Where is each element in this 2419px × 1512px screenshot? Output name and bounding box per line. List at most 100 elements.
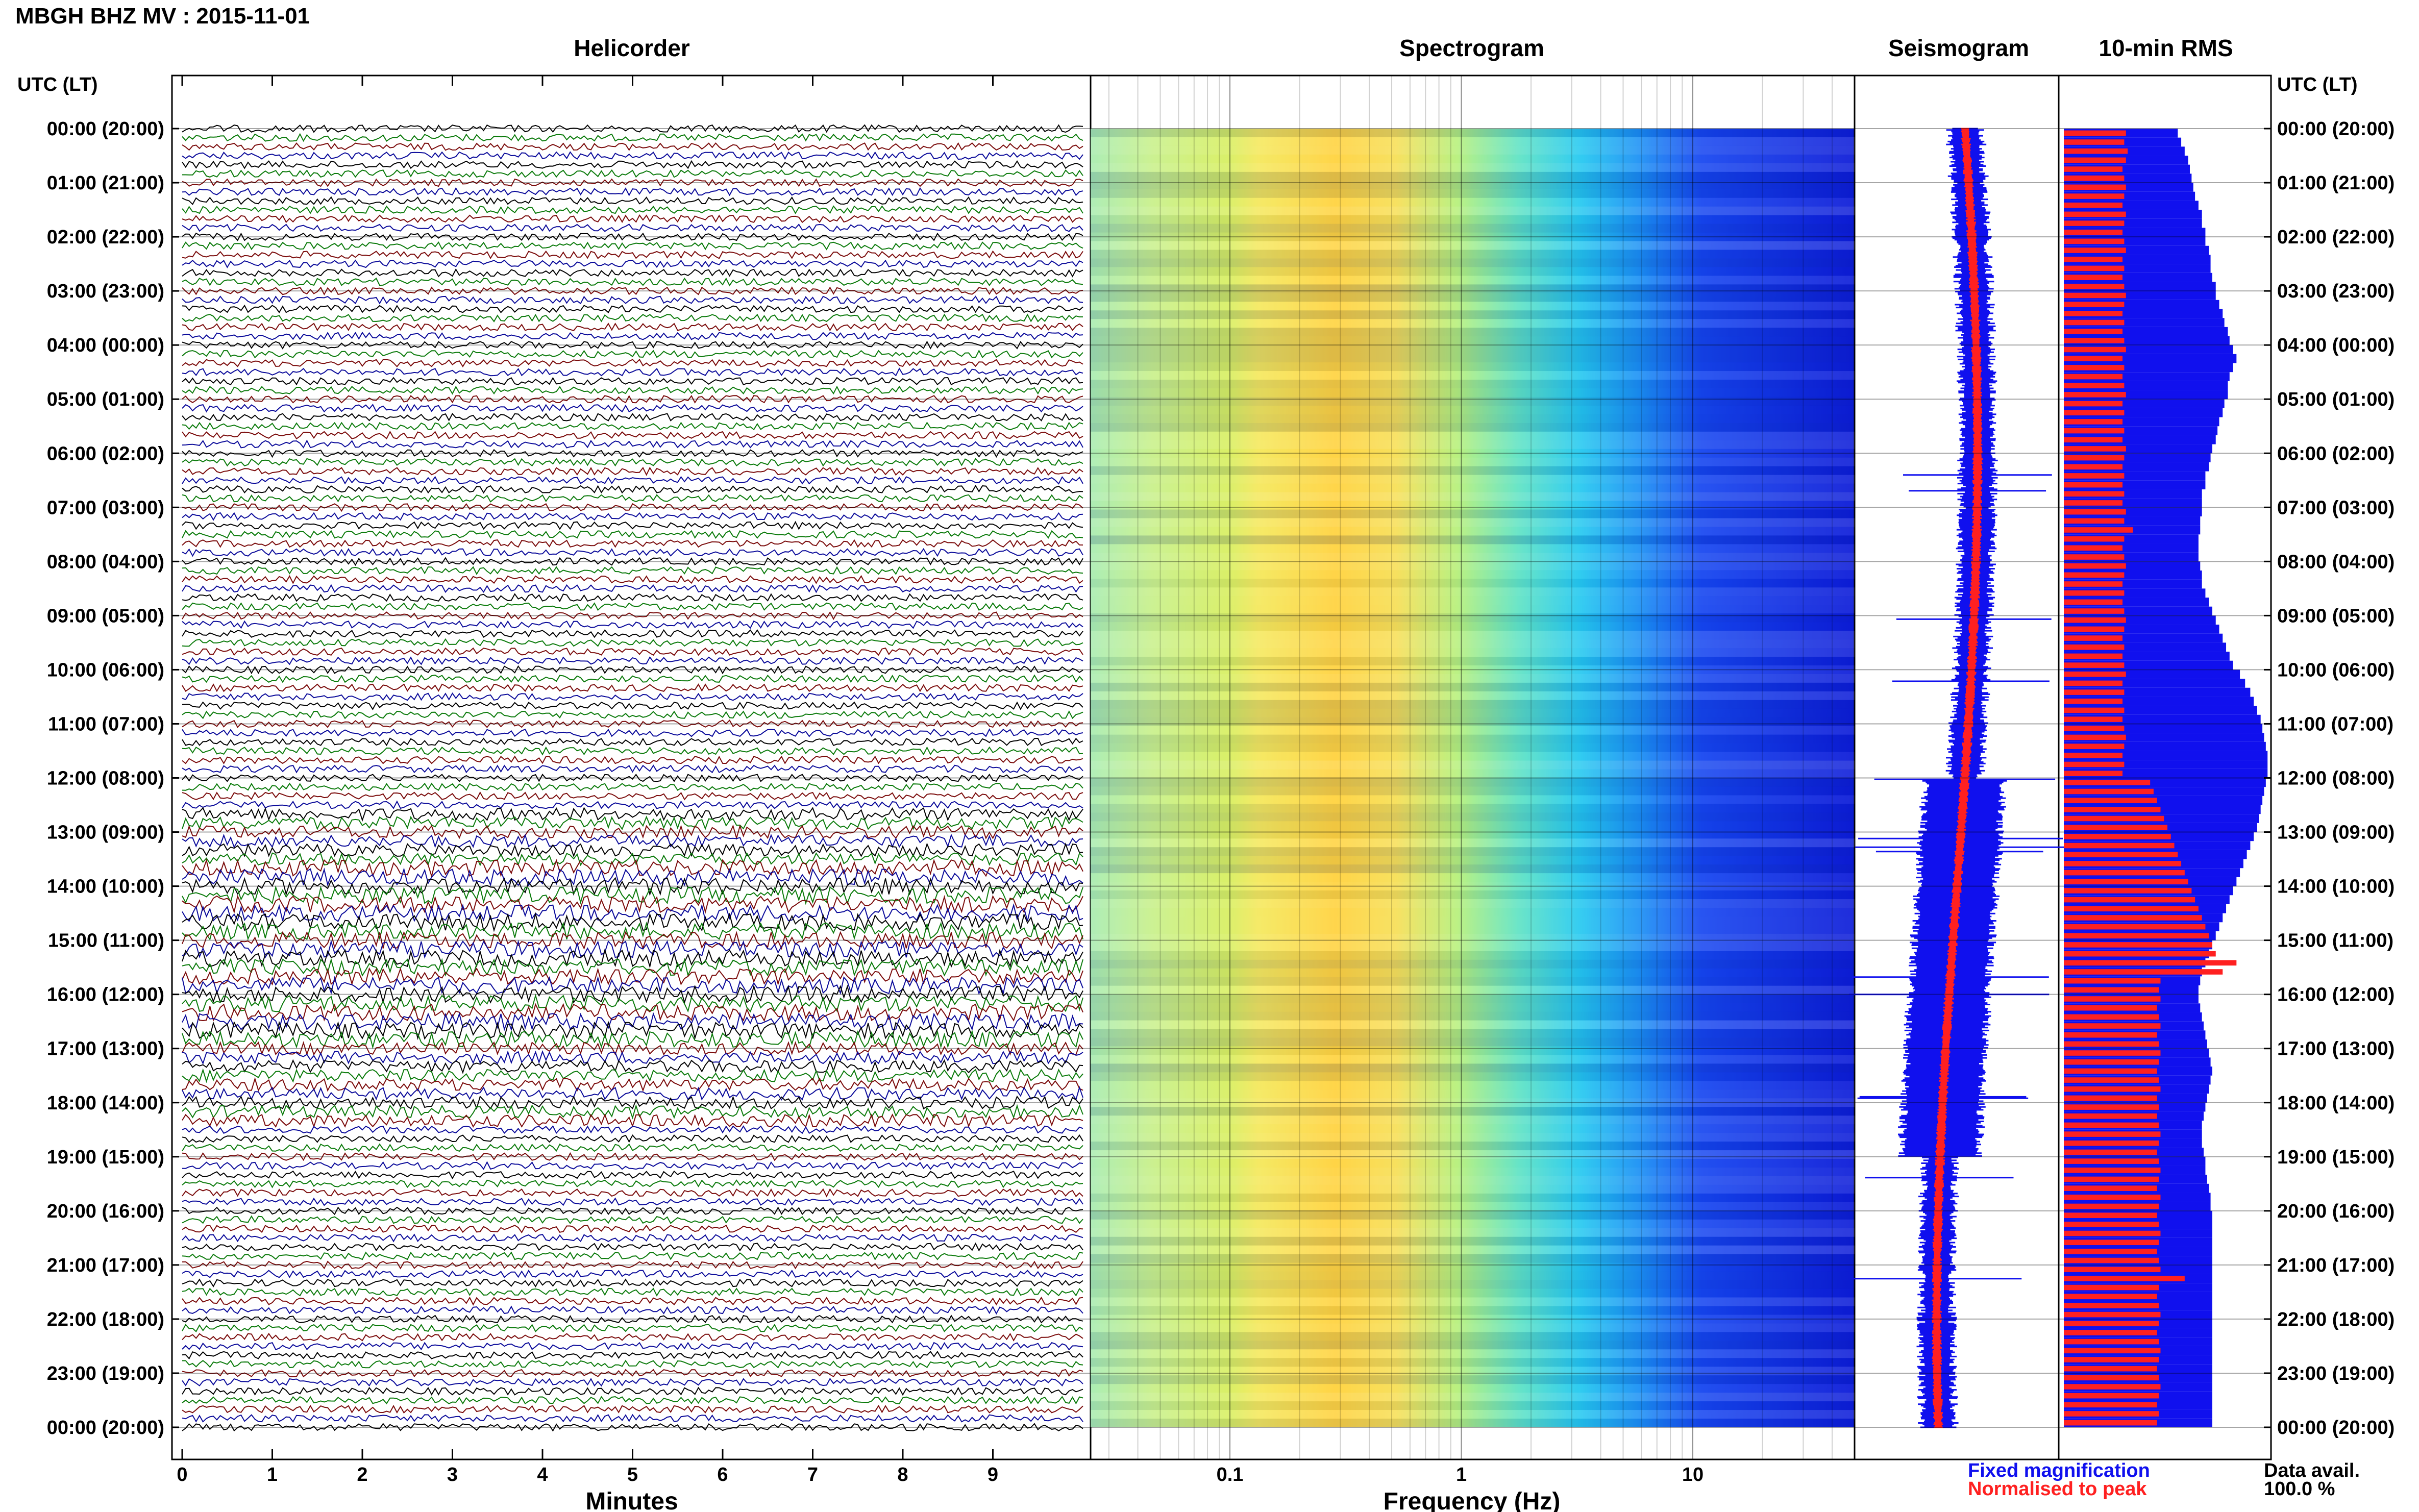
spectrogram-row bbox=[1091, 241, 1855, 250]
spectrogram-row bbox=[1091, 864, 1855, 874]
spectrogram-row bbox=[1091, 570, 1855, 579]
spectrogram-row bbox=[1091, 769, 1855, 778]
time-axis-label-left: UTC (LT) bbox=[17, 74, 98, 95]
spectrogram-row bbox=[1091, 631, 1855, 640]
rms-bar-normalised bbox=[2064, 1158, 2159, 1164]
rms-bar-normalised bbox=[2064, 1249, 2157, 1254]
spectrogram-row bbox=[1091, 596, 1855, 605]
helicorder-trace bbox=[182, 503, 1083, 512]
rms-bar-normalised bbox=[2064, 1104, 2159, 1110]
helicorder-trace bbox=[182, 485, 1083, 494]
spectrogram-row bbox=[1091, 994, 1855, 1003]
time-tick-left: 09:00 (05:00) bbox=[47, 605, 164, 627]
rms-bar-normalised bbox=[2064, 329, 2123, 334]
spectrogram-row bbox=[1091, 380, 1855, 388]
spectrogram-row bbox=[1091, 1116, 1855, 1125]
rms-bar-normalised bbox=[2064, 1267, 2161, 1273]
helicorder-trace bbox=[182, 494, 1083, 503]
rms-bar-normalised bbox=[2064, 698, 2123, 704]
helicorder-trace bbox=[182, 710, 1083, 720]
time-tick-left: 22:00 (18:00) bbox=[47, 1309, 164, 1330]
helicorder-trace bbox=[182, 921, 1083, 941]
rms-bar-normalised bbox=[2064, 1257, 2159, 1263]
rms-bar-normalised bbox=[2064, 725, 2125, 731]
spectrogram-row bbox=[1091, 1262, 1855, 1272]
rms-bars bbox=[2064, 129, 2268, 1427]
helicorder-trace bbox=[182, 178, 1083, 187]
spectrogram-row bbox=[1091, 197, 1855, 207]
time-tick-left: 20:00 (16:00) bbox=[47, 1201, 164, 1222]
helicorder-trace bbox=[182, 458, 1083, 467]
spectrogram-row bbox=[1091, 579, 1855, 588]
spectrogram-row bbox=[1091, 440, 1855, 449]
rms-bar-normalised bbox=[2064, 202, 2123, 208]
helicorder-trace bbox=[182, 1050, 1083, 1065]
rms-bar-normalised bbox=[2064, 473, 2125, 479]
rms-bar-normalised bbox=[2064, 1140, 2159, 1146]
spectrogram-row bbox=[1091, 189, 1855, 198]
rms-bar-normalised bbox=[2064, 229, 2123, 235]
helicorder-trace bbox=[182, 1305, 1083, 1315]
rms-bar-normalised bbox=[2064, 292, 2126, 299]
spectrogram-row bbox=[1091, 284, 1855, 293]
time-tick-right: 11:00 (07:00) bbox=[2277, 713, 2393, 735]
rms-bar-normalised bbox=[2064, 554, 2125, 560]
spectrogram-row bbox=[1091, 302, 1855, 311]
helicorder-trace bbox=[182, 1369, 1083, 1378]
time-tick-right: 14:00 (10:00) bbox=[2277, 876, 2395, 898]
spectrogram-row bbox=[1091, 258, 1855, 267]
rms-bar-normalised bbox=[2064, 247, 2126, 253]
minute-tick-label: 1 bbox=[267, 1464, 278, 1485]
spectrogram-row bbox=[1091, 250, 1855, 259]
time-tick-right: 02:00 (22:00) bbox=[2277, 227, 2395, 248]
helicorder-trace bbox=[182, 746, 1083, 756]
time-tick-right: 16:00 (12:00) bbox=[2277, 984, 2395, 1006]
spectrogram-row bbox=[1091, 726, 1855, 735]
helicorder-trace bbox=[182, 214, 1083, 224]
time-tick-left: 01:00 (21:00) bbox=[47, 172, 164, 194]
time-tick-left: 03:00 (23:00) bbox=[47, 281, 164, 302]
rms-bar-normalised bbox=[2064, 870, 2185, 876]
rms-bar-normalised bbox=[2064, 1311, 2161, 1318]
spectrogram-row bbox=[1091, 899, 1855, 908]
rms-bar-normalised bbox=[2064, 1149, 2157, 1155]
rms-bar-normalised bbox=[2064, 446, 2126, 452]
rms-bar-normalised bbox=[2064, 1375, 2159, 1381]
time-tick-right: 08:00 (04:00) bbox=[2277, 551, 2395, 573]
rms-bar-normalised bbox=[2064, 256, 2123, 262]
spectrogram-row bbox=[1091, 734, 1855, 743]
spectrogram-row bbox=[1091, 154, 1855, 163]
time-tick-left: 17:00 (13:00) bbox=[47, 1038, 164, 1060]
helicorder-trace bbox=[182, 1332, 1083, 1342]
spectrogram-row bbox=[1091, 1375, 1855, 1384]
helicorder-trace bbox=[182, 629, 1083, 638]
helicorder-trace bbox=[182, 931, 1083, 950]
spectrogram-row bbox=[1091, 328, 1855, 337]
rms-bar-normalised bbox=[2064, 951, 2216, 957]
time-tick-left: 07:00 (03:00) bbox=[47, 497, 164, 518]
minute-tick-label: 3 bbox=[447, 1464, 458, 1485]
helicorder-trace bbox=[182, 1143, 1083, 1152]
helicorder-trace bbox=[182, 867, 1083, 887]
spectrogram-row bbox=[1091, 1055, 1855, 1064]
helicorder-trace bbox=[182, 449, 1083, 458]
time-tick-left: 13:00 (09:00) bbox=[47, 822, 164, 844]
spectrogram-row bbox=[1091, 1107, 1855, 1116]
helicorder-trace bbox=[182, 575, 1083, 584]
rms-bar-normalised bbox=[2064, 924, 2206, 930]
time-tick-left: 10:00 (06:00) bbox=[47, 659, 164, 681]
rms-bar-normalised bbox=[2064, 879, 2188, 885]
helicorder-trace bbox=[182, 719, 1083, 729]
panel-title-helicorder: Helicorder bbox=[574, 35, 690, 61]
helicorder-trace bbox=[182, 895, 1083, 914]
rms-bar-normalised bbox=[2064, 1203, 2159, 1209]
rms-bar-normalised bbox=[2064, 275, 2123, 280]
spectrogram-row bbox=[1091, 232, 1855, 241]
rms-bar-normalised bbox=[2064, 410, 2125, 416]
rms-bar-normalised bbox=[2064, 311, 2123, 316]
spectrogram-row bbox=[1091, 985, 1855, 995]
spectrogram-row bbox=[1091, 847, 1855, 856]
rms-bar-normalised bbox=[2064, 1077, 2159, 1083]
spectrogram-row bbox=[1091, 336, 1855, 345]
rms-bar-normalised bbox=[2064, 1195, 2161, 1200]
